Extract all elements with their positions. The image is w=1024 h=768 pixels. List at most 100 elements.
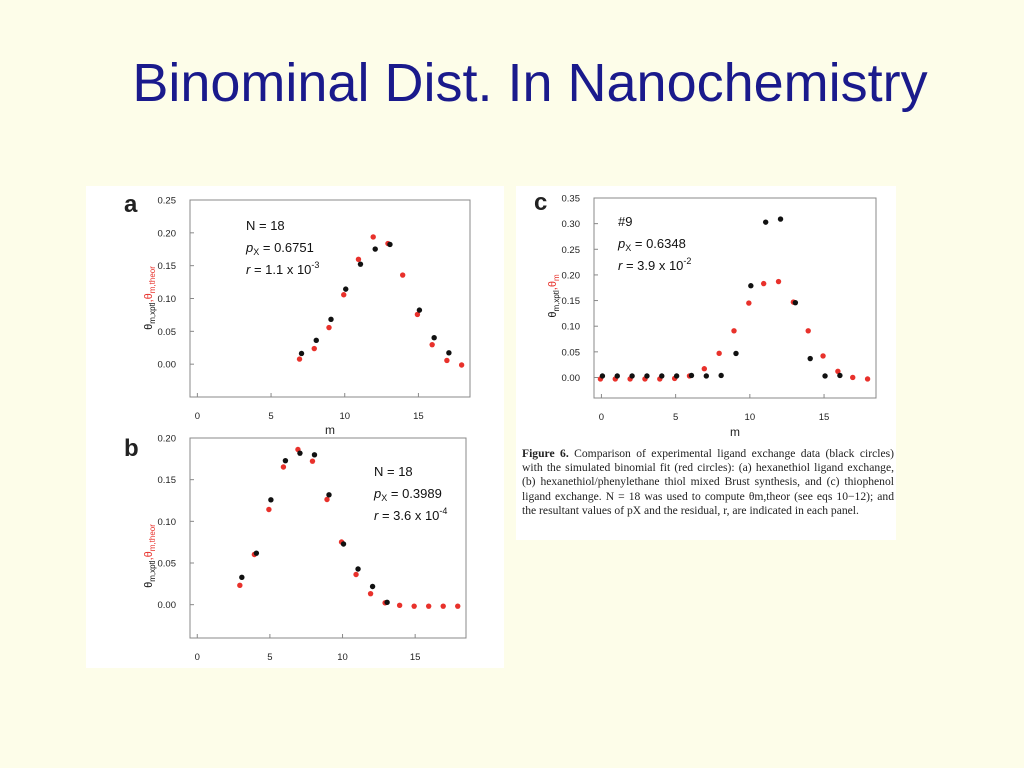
annotation-exponent: -3 <box>311 260 319 270</box>
plot-frame <box>189 437 467 639</box>
experimental-point <box>384 599 390 606</box>
figure-right-background <box>516 186 896 540</box>
y-tick-label: 0.10 <box>562 322 581 333</box>
theoretical-point <box>326 324 332 331</box>
y-tick-label: 0.00 <box>158 600 177 611</box>
y-axis-label-part: m,theor <box>148 266 157 293</box>
experimental-point <box>328 316 334 323</box>
experimental-point <box>369 583 376 590</box>
panel-b-chart: b 0.00 0.05 0.10 0.15 0.20 0 5 10 15 θm,xptl,θm… <box>124 434 467 663</box>
theoretical-point <box>396 602 403 609</box>
x-tick-label: 15 <box>410 652 421 663</box>
y-tick-label: 0.20 <box>158 434 177 445</box>
y-tick-label: 0.05 <box>158 559 177 570</box>
annotation-symbol: r <box>246 262 251 277</box>
y-axis-label-part: m <box>552 274 561 281</box>
experimental-point <box>282 457 289 464</box>
theoretical-point <box>324 496 330 503</box>
panel-c-chart: c 0.00 0.05 0.10 0.15 0.20 0.25 0.30 0.35 0 5 10 1… <box>534 189 877 439</box>
experimental-point <box>644 373 650 379</box>
annotation-value: = 0.6348 <box>631 236 686 251</box>
theoretical-point <box>367 590 374 597</box>
annotation-line: #9 <box>618 214 632 229</box>
panel-a-chart: a 0.00 0.05 0.10 0.15 0.20 0.25 0 5 10 15 m θm,x… <box>124 191 471 436</box>
caption-text: Comparison of experimental ligand exchan… <box>522 447 894 517</box>
caption-label: Figure 6. <box>522 447 569 460</box>
annotation-subscript: X <box>381 493 387 503</box>
annotation-value: = 3.6 x 10 <box>378 508 439 523</box>
theoretical-point <box>458 362 465 368</box>
y-tick-label: 0.15 <box>562 296 581 307</box>
annotation-line: N = 18 <box>374 464 413 479</box>
annotation-line: r = 1.1 x 10-3 <box>246 260 319 277</box>
y-axis-label-part: m,theor <box>148 524 157 551</box>
y-tick-label: 0.20 <box>158 228 177 239</box>
x-tick-label: 10 <box>745 412 756 423</box>
annotation-line: pX = 0.3989 <box>373 486 442 503</box>
y-tick-label: 0.20 <box>562 270 581 281</box>
annotation-symbol: p <box>373 486 381 501</box>
y-tick-label: 0.25 <box>562 245 581 256</box>
plot-frame <box>189 199 471 398</box>
experimental-point <box>431 335 437 341</box>
x-tick-label: 5 <box>673 412 678 423</box>
y-tick-label: 0.10 <box>158 294 177 305</box>
slide-title: Binominal Dist. In Nanochemistry <box>132 53 928 113</box>
experimental-point <box>659 373 665 379</box>
panel-label: a <box>124 191 138 218</box>
annotation-symbol: r <box>374 508 379 523</box>
figure-caption: Figure 6. Comparison of experimental lig… <box>522 447 894 518</box>
experimental-point <box>748 283 754 289</box>
experimental-point <box>673 373 680 379</box>
theoretical-point <box>805 328 811 334</box>
theoretical-point <box>370 234 376 240</box>
x-tick-label: 5 <box>268 411 273 422</box>
experimental-point <box>343 286 349 292</box>
annotation-value: = 3.9 x 10 <box>622 258 683 273</box>
annotation-exponent: -2 <box>683 256 691 266</box>
x-axis-label: m <box>730 425 740 439</box>
experimental-point <box>326 492 332 498</box>
experimental-point <box>837 372 843 379</box>
annotation-line: pX = 0.6751 <box>245 240 314 257</box>
x-axis-label: m <box>325 423 335 436</box>
experimental-point <box>446 350 452 356</box>
x-tick-label: 10 <box>339 411 350 422</box>
y-tick-label: 0.05 <box>562 347 581 358</box>
y-tick-label: 0.00 <box>562 373 581 384</box>
y-axis-label-part: m,xptl <box>148 560 157 582</box>
theoretical-point <box>775 278 782 285</box>
x-tick-label: 15 <box>819 412 830 423</box>
theoretical-point <box>399 272 406 278</box>
experimental-point <box>416 307 423 313</box>
theoretical-point <box>425 603 432 609</box>
theoretical-point <box>820 353 826 359</box>
experimental-point <box>253 550 260 556</box>
experimental-point <box>340 541 347 547</box>
annotation-subscript: X <box>625 243 631 253</box>
experimental-point <box>688 372 695 379</box>
annotation-symbol: p <box>617 236 625 251</box>
y-axis-label: θm,xptl,θm,theor <box>143 524 157 588</box>
annotation-line: pX = 0.6348 <box>617 236 686 253</box>
annotation-subscript: X <box>253 247 259 257</box>
theoretical-point <box>355 256 362 262</box>
experimental-point <box>268 497 274 503</box>
experimental-point <box>718 372 724 379</box>
theoretical-point <box>353 571 359 578</box>
theoretical-point <box>701 366 708 372</box>
experimental-point <box>599 373 606 379</box>
annotation-symbol: r <box>618 258 623 273</box>
theoretical-point <box>411 603 417 609</box>
experimental-point <box>355 566 361 572</box>
experimental-point <box>297 450 303 456</box>
y-tick-label: 0.00 <box>158 360 177 371</box>
theoretical-point <box>864 376 871 382</box>
theoretical-point <box>746 300 752 306</box>
theoretical-point <box>429 341 435 348</box>
experimental-point <box>239 574 245 581</box>
annotation-value: = 0.3989 <box>387 486 442 501</box>
experimental-point <box>387 241 393 248</box>
experimental-point <box>703 373 710 379</box>
experimental-point <box>311 452 318 458</box>
